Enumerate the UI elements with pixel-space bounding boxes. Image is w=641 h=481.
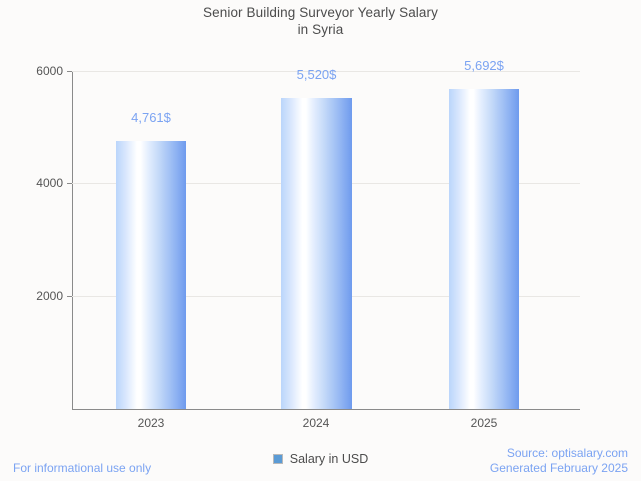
bar-value-label-2023: 4,761$ <box>131 110 171 125</box>
legend-item-label: Salary in USD <box>289 452 369 466</box>
legend-swatch-icon <box>272 454 283 464</box>
chart-title-line-1: Senior Building Surveyor Yearly Salary <box>203 5 438 20</box>
y-tick-label-2000: 2000 <box>36 289 63 303</box>
y-tickmark-4000 <box>67 183 72 184</box>
generated-date-text: Generated February 2025 <box>489 461 628 475</box>
bar-2023[interactable]: 4,761$ <box>116 110 186 409</box>
source-text: Source: optisalary.com <box>506 446 628 460</box>
gridline-6000: 6000 <box>36 64 580 78</box>
y-tick-label-4000: 4000 <box>36 176 63 190</box>
bar-2025[interactable]: 5,692$ <box>449 58 519 409</box>
bar-value-label-2025: 5,692$ <box>464 58 504 73</box>
chart-title-line-2: in Syria <box>297 22 344 37</box>
plot-area: 6000 4000 2000 4,761$ 5,520$ 5,692$ 2023… <box>36 58 580 430</box>
source-block: Source: optisalary.com Generated Februar… <box>490 446 628 476</box>
x-tick-label-2023: 2023 <box>137 416 165 430</box>
x-axis-line <box>72 409 580 410</box>
disclaimer-text: For informational use only <box>13 461 152 475</box>
y-axis-line <box>72 71 73 410</box>
y-tickmark-6000 <box>67 71 72 72</box>
bar-2024[interactable]: 5,520$ <box>281 67 352 409</box>
x-tick-label-2025: 2025 <box>470 416 498 430</box>
chart-legend[interactable]: Salary in USD <box>0 452 641 466</box>
bar-value-label-2024: 5,520$ <box>296 67 337 82</box>
chart-title: Senior Building Surveyor Yearly Salary i… <box>0 4 641 38</box>
y-tickmark-2000 <box>67 296 72 297</box>
x-tick-label-2024: 2024 <box>302 416 330 430</box>
y-tick-label-6000: 6000 <box>36 64 63 78</box>
